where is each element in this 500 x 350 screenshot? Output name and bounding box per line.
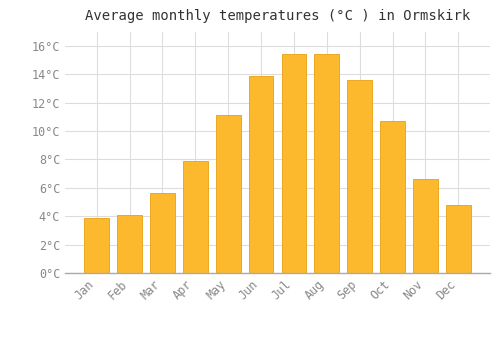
Bar — [84, 218, 109, 273]
Bar — [183, 161, 208, 273]
Bar — [413, 179, 438, 273]
Bar — [248, 76, 274, 273]
Bar — [380, 121, 405, 273]
Bar — [282, 54, 306, 273]
Bar — [348, 80, 372, 273]
Bar — [446, 205, 470, 273]
Bar — [314, 54, 339, 273]
Title: Average monthly temperatures (°C ) in Ormskirk: Average monthly temperatures (°C ) in Or… — [85, 9, 470, 23]
Bar — [117, 215, 142, 273]
Bar — [216, 115, 240, 273]
Bar — [150, 194, 174, 273]
